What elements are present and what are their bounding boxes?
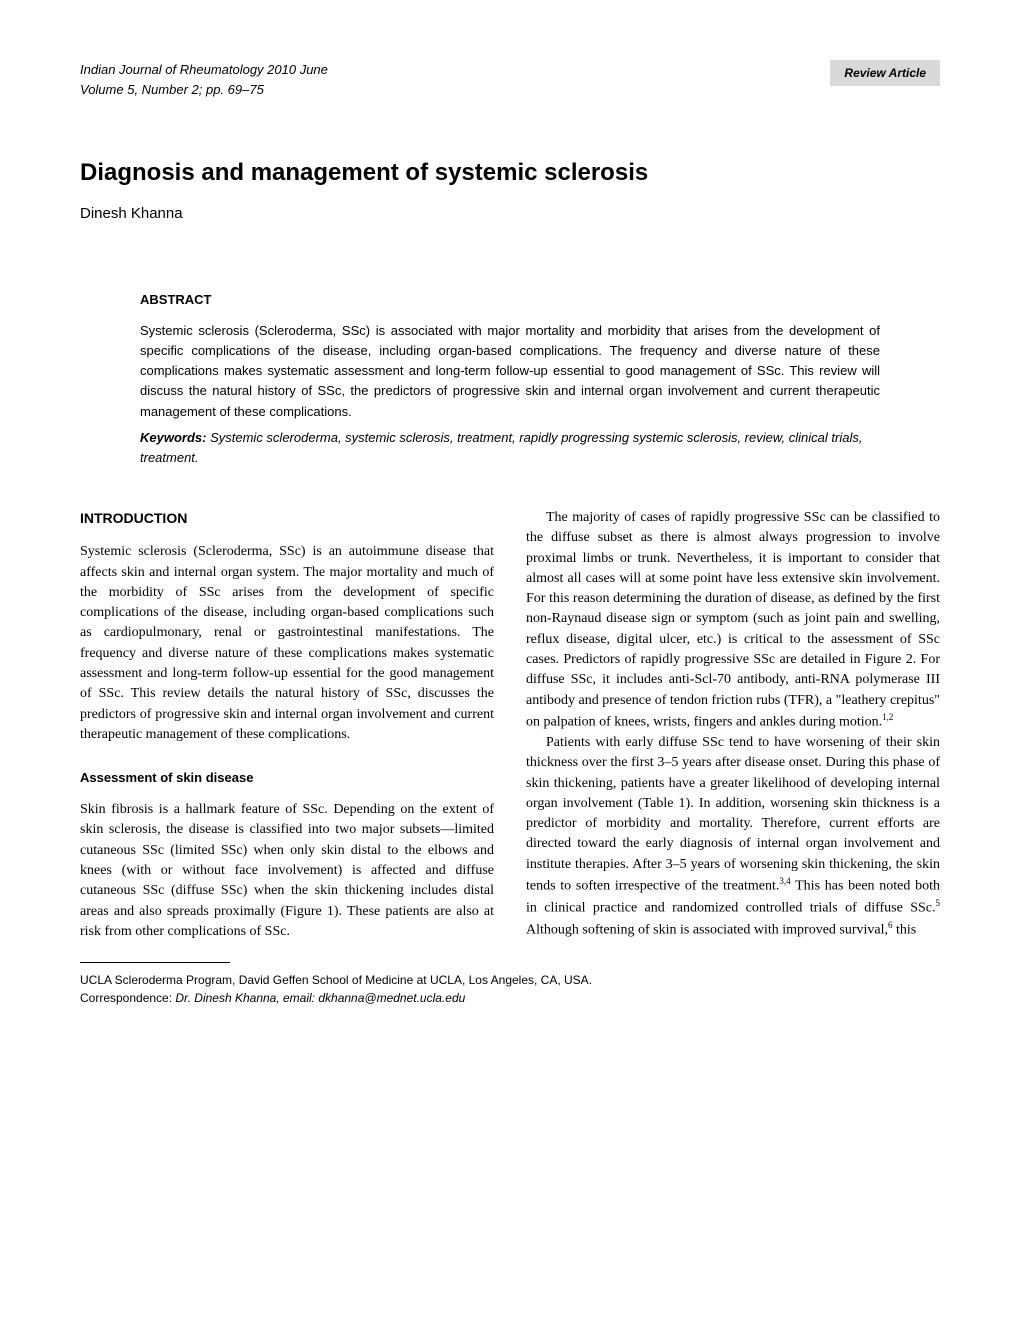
col2-paragraph-2: Patients with early diffuse SSc tend to … — [526, 733, 940, 941]
intro-paragraph: Systemic sclerosis (Scleroderma, SSc) is… — [80, 542, 494, 745]
citation-sup: 5 — [936, 898, 941, 908]
citation-sup: 1,2 — [882, 712, 893, 722]
correspondence-line: Correspondence: Dr. Dinesh Khanna, email… — [80, 989, 940, 1007]
keywords-line: Keywords: Systemic scleroderma, systemic… — [140, 428, 880, 468]
col2-p1-text: The majority of cases of rapidly progres… — [526, 510, 940, 730]
introduction-heading: INTRODUCTION — [80, 508, 494, 528]
col2-p2-c: Although softening of skin is associated… — [526, 923, 888, 938]
journal-info: Indian Journal of Rheumatology 2010 June… — [80, 60, 328, 99]
page-header: Indian Journal of Rheumatology 2010 June… — [80, 60, 940, 99]
article-type-badge: Review Article — [830, 60, 940, 86]
body-columns: INTRODUCTION Systemic sclerosis (Sclerod… — [80, 508, 940, 942]
keywords-text: Systemic scleroderma, systemic sclerosis… — [140, 430, 862, 465]
footer-divider — [80, 962, 230, 963]
article-title: Diagnosis and management of systemic scl… — [80, 159, 940, 187]
abstract-block: ABSTRACT Systemic sclerosis (Scleroderma… — [80, 292, 940, 468]
affiliation-text: UCLA Scleroderma Program, David Geffen S… — [80, 971, 940, 989]
skin-assessment-heading: Assessment of skin disease — [80, 769, 494, 788]
journal-line-1: Indian Journal of Rheumatology 2010 June — [80, 60, 328, 80]
column-left: INTRODUCTION Systemic sclerosis (Sclerod… — [80, 508, 494, 942]
abstract-heading: ABSTRACT — [140, 292, 880, 307]
footer: UCLA Scleroderma Program, David Geffen S… — [80, 971, 940, 1007]
citation-sup: 3,4 — [779, 876, 790, 886]
col2-paragraph-1: The majority of cases of rapidly progres… — [526, 508, 940, 733]
keywords-label: Keywords: — [140, 430, 206, 445]
column-right: The majority of cases of rapidly progres… — [526, 508, 940, 942]
journal-line-2: Volume 5, Number 2; pp. 69–75 — [80, 80, 328, 100]
col2-p2-d: this — [893, 923, 917, 938]
correspondence-label: Correspondence: — [80, 991, 175, 1005]
skin-paragraph-1: Skin fibrosis is a hallmark feature of S… — [80, 800, 494, 942]
author-name: Dinesh Khanna — [80, 205, 940, 222]
col2-p2-a: Patients with early diffuse SSc tend to … — [526, 735, 940, 894]
correspondence-text: Dr. Dinesh Khanna, email: dkhanna@mednet… — [175, 991, 465, 1005]
abstract-text: Systemic sclerosis (Scleroderma, SSc) is… — [140, 321, 880, 422]
